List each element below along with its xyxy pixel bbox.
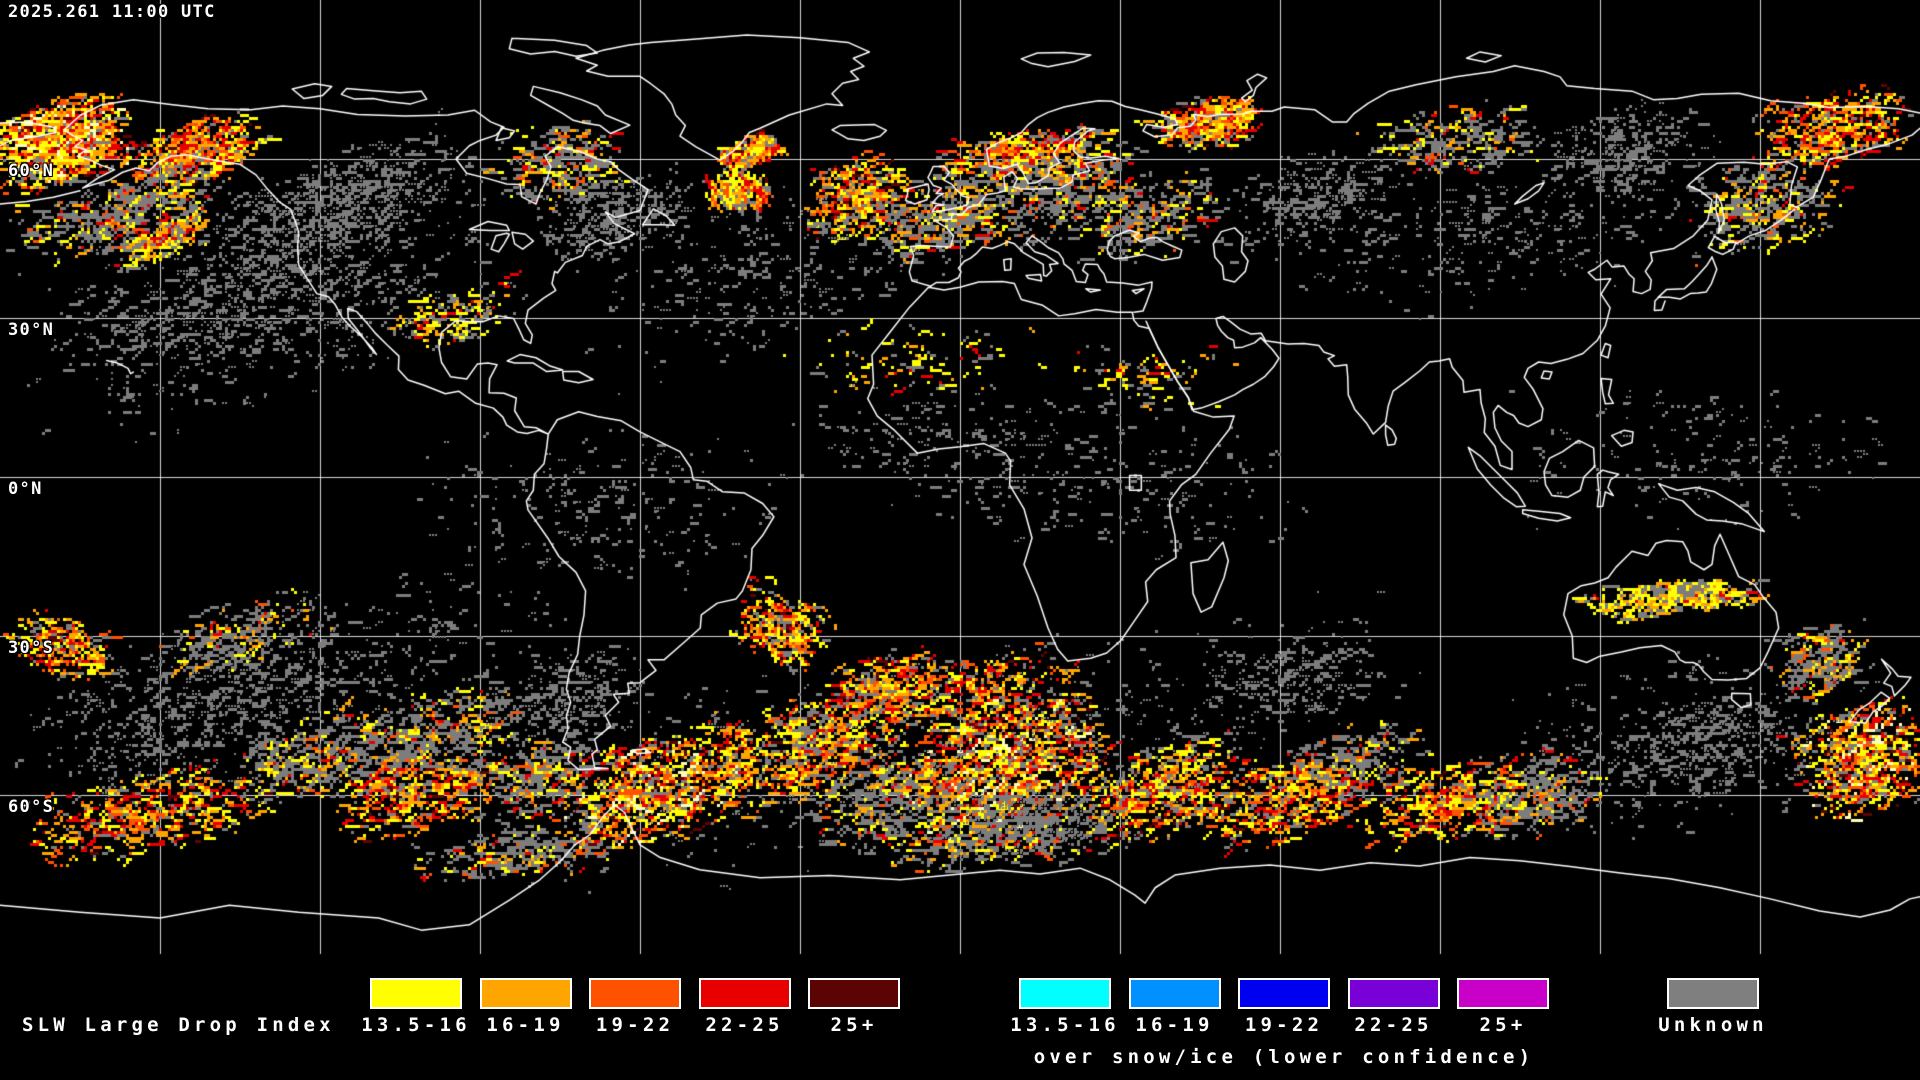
- latitude-label: 30°N: [8, 320, 55, 340]
- latitude-label: 60°N: [8, 161, 55, 181]
- legend-label-unknown: Unknown: [1658, 1014, 1768, 1036]
- legend-swatch-standard-19-22: [589, 978, 681, 1009]
- legend-title: SLW Large Drop Index: [22, 1014, 335, 1036]
- legend-label-snow-ice: 13.5-16: [1010, 1014, 1120, 1036]
- legend-swatch-snow-ice-25+: [1457, 978, 1549, 1009]
- legend-label-snow-ice: 25+: [1479, 1014, 1527, 1036]
- latitude-label: 30°S: [8, 638, 55, 658]
- legend-label-snow-ice: 22-25: [1354, 1014, 1433, 1036]
- legend-swatch-standard-16-19: [479, 978, 572, 1009]
- legend-swatch-standard-25+: [808, 978, 900, 1009]
- legend-swatch-snow-ice-22-25: [1347, 978, 1440, 1009]
- legend-swatch-unknown: [1667, 978, 1759, 1009]
- legend-swatch-snow-ice-19-22: [1238, 978, 1330, 1009]
- legend-label-standard: 13.5-16: [361, 1014, 471, 1036]
- latitude-label: 60°S: [8, 797, 55, 817]
- timestamp: 2025.261 11:00 UTC: [8, 2, 216, 22]
- legend-swatch-standard-22-25: [698, 978, 791, 1009]
- legend-label-standard: 19-22: [595, 1014, 675, 1036]
- legend-label-standard: 22-25: [705, 1014, 784, 1036]
- legend-swatch-standard-13.5-16: [370, 978, 462, 1009]
- legend-label-snow-ice: 19-22: [1244, 1014, 1324, 1036]
- legend-snow-ice-caption: over snow/ice (lower confidence): [1033, 1046, 1535, 1068]
- legend-label-standard: 16-19: [486, 1014, 565, 1036]
- latitude-label: 0°N: [8, 479, 43, 499]
- legend-swatch-snow-ice-13.5-16: [1019, 978, 1111, 1009]
- legend-label-snow-ice: 16-19: [1135, 1014, 1214, 1036]
- legend-swatch-snow-ice-16-19: [1128, 978, 1221, 1009]
- legend-label-standard: 25+: [830, 1014, 878, 1036]
